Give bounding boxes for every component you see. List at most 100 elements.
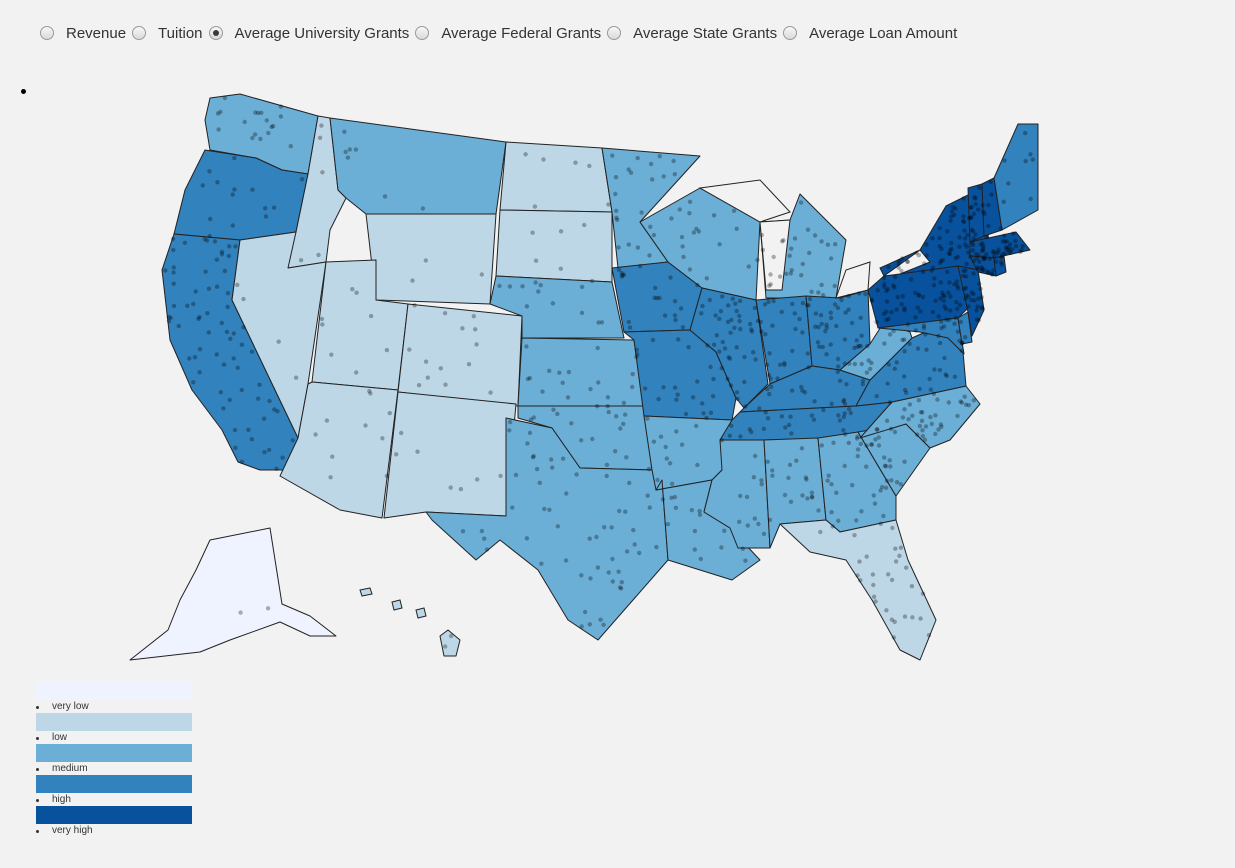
state-sd[interactable] [495,209,613,283]
university-dot [963,335,968,340]
radio-button[interactable] [40,26,54,40]
university-dot [971,211,977,217]
university-dot [916,293,921,298]
university-dot [869,442,874,447]
state-hi[interactable] [439,629,461,657]
state-ks[interactable] [517,337,645,407]
university-dot [664,456,669,461]
university-dot [836,364,841,369]
university-dot [770,468,775,473]
university-dot [241,296,246,302]
university-dot [805,227,811,232]
university-dot [896,261,901,266]
university-dot [805,351,810,356]
state-wy[interactable] [365,213,497,305]
university-dot [815,340,821,345]
state-wv[interactable] [839,321,913,381]
university-dot [904,390,909,395]
university-dot [460,326,465,331]
university-dot [734,390,740,395]
university-dot [479,272,484,277]
university-dot [979,265,984,270]
university-dot [616,267,622,272]
state-me[interactable] [993,123,1039,231]
university-dot [635,155,640,161]
university-dot [834,323,839,329]
university-dot [732,325,737,330]
university-dot [1002,239,1008,244]
university-dot [973,202,978,207]
university-dot [942,355,947,361]
state-az[interactable] [279,381,399,519]
state-nm[interactable] [383,391,517,519]
radio-button[interactable] [607,26,622,40]
university-dot [874,427,879,432]
university-dot [214,284,220,289]
university-dot [977,185,982,190]
university-dot [931,391,936,396]
state-ma[interactable] [969,231,1031,259]
university-dot [816,290,821,295]
university-dot [920,269,926,274]
state-hi-island[interactable] [415,607,427,619]
university-dot [907,341,912,346]
university-dot [800,261,805,267]
radio-option-average-loan-amount[interactable]: Average Loan Amount [783,25,957,42]
university-dot [829,510,834,515]
university-dot [966,304,971,309]
state-ri[interactable] [993,255,1007,277]
empty-list-bullet [21,89,26,94]
state-hi-island[interactable] [359,587,373,597]
university-dot [876,435,881,440]
university-dot [679,442,685,447]
radio-option-tuition[interactable]: Tuition [132,25,203,42]
university-dot [846,293,851,299]
university-dot [823,329,828,334]
university-dot [726,355,731,360]
radio-button[interactable] [415,26,430,40]
university-dot [869,442,874,447]
university-dot [595,565,601,570]
state-co[interactable] [397,303,523,407]
state-nv[interactable] [231,231,327,439]
university-dot [694,423,699,429]
university-dot [914,250,919,256]
university-dot [663,444,668,450]
university-dot [700,303,705,309]
state-de[interactable] [957,311,973,345]
university-dot [533,280,538,285]
state-tx[interactable] [425,417,669,641]
state-nd[interactable] [499,141,613,213]
radio-button[interactable] [208,26,223,40]
university-dot [758,319,763,325]
state-fl[interactable] [779,519,937,661]
university-dot [787,462,793,468]
university-dot [993,259,999,264]
university-dot [915,305,920,310]
university-dot [809,413,815,418]
university-dot [191,380,196,385]
university-dot [794,458,799,463]
university-dot [1008,250,1013,256]
state-hi-island[interactable] [391,599,403,611]
university-dot [920,434,925,439]
university-dot [299,177,305,182]
radio-option-average-state-grants[interactable]: Average State Grants [607,25,777,42]
state-md[interactable] [877,317,965,355]
university-dot [974,252,979,257]
state-ak[interactable] [129,527,337,661]
radio-button[interactable] [783,26,798,40]
university-dot [973,196,978,201]
radio-option-revenue[interactable]: Revenue [40,25,126,42]
university-dot [871,493,876,498]
university-dot [1004,239,1010,244]
state-mt[interactable] [329,117,507,215]
university-dot [752,305,757,311]
university-dot [264,118,269,123]
university-dot [1003,245,1009,250]
radio-button[interactable] [132,26,147,40]
university-dot [215,180,220,185]
radio-option-average-university-grants[interactable]: Average University Grants [208,25,409,42]
university-dot [939,319,944,324]
radio-option-average-federal-grants[interactable]: Average Federal Grants [415,25,601,42]
